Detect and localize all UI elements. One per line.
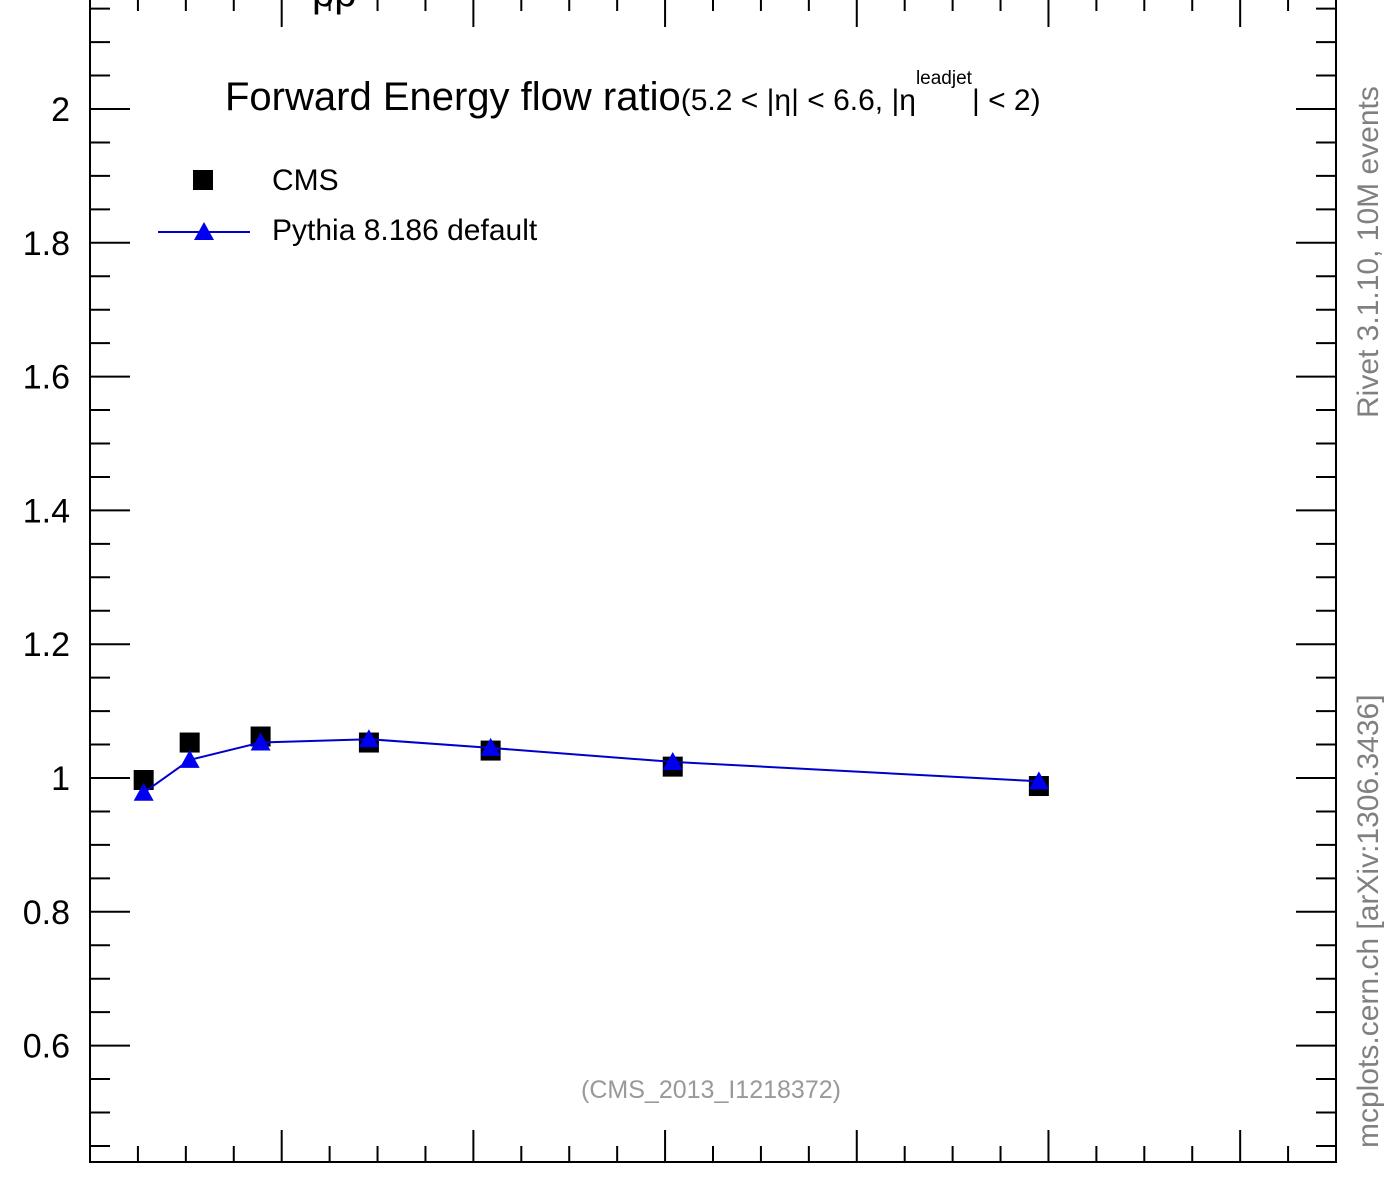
pythia-point [480, 737, 501, 756]
y-tick-label: 1.4 [23, 492, 70, 530]
series-layer [133, 726, 1049, 801]
legend-label-cms: CMS [272, 164, 339, 197]
title-cut-suffix: | < 2) [972, 84, 1041, 117]
side-label-source: mcplots.cern.ch [arXiv:1306.3436] [1352, 694, 1385, 1148]
y-tick-label: 0.6 [23, 1028, 70, 1066]
legend-marker-pythia [194, 222, 214, 240]
y-tick-labels: 0.6 0.8 1 1.2 1.4 1.6 1.8 2 [23, 91, 70, 1066]
y-tick-label: 1.6 [23, 359, 70, 397]
pythia-point [179, 749, 200, 768]
pythia-point [662, 751, 683, 770]
cms-data-point [179, 732, 200, 753]
pythia-point [133, 782, 154, 801]
y-tick-label: 2 [51, 91, 70, 129]
y-tick-label: 1.2 [23, 626, 70, 664]
cropped-top-text: pp [312, 0, 357, 15]
legend-marker-cms [193, 170, 213, 190]
chart-title: Forward Energy flow ratio(5.2 < |η| < 6.… [225, 68, 1041, 119]
pythia-line [143, 738, 1039, 794]
title-cut-prefix: (5.2 < |η| < 6.6, |η [681, 84, 916, 117]
pythia-point [358, 729, 379, 748]
cms-data-point [133, 770, 154, 791]
pythia-point [1028, 771, 1049, 790]
y-tick-label: 1.8 [23, 225, 70, 263]
legend: CMS Pythia 8.186 default [158, 164, 538, 247]
title-main: Forward Energy flow ratio [225, 75, 681, 119]
side-label-rivet: Rivet 3.1.10, 10M events [1352, 86, 1385, 418]
y-tick-label: 1 [51, 760, 70, 798]
pythia-point [250, 732, 271, 751]
y-tick-label: 0.8 [23, 894, 70, 932]
title-cut-sup: leadjet [916, 68, 973, 89]
axis-ticks [90, 0, 1336, 1162]
analysis-id-label: (CMS_2013_I1218372) [581, 1076, 841, 1104]
legend-label-pythia: Pythia 8.186 default [272, 214, 538, 247]
